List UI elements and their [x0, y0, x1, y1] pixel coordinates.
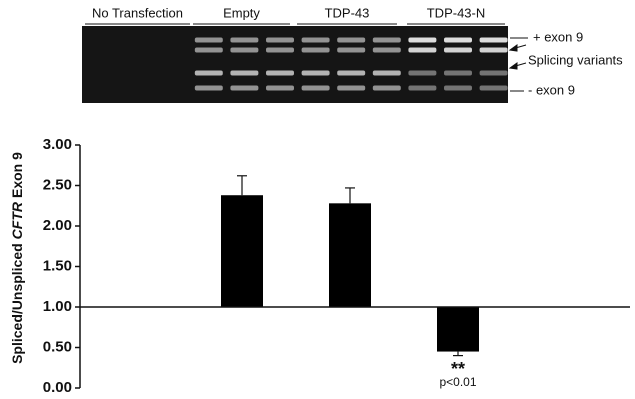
bar — [329, 203, 371, 307]
y-axis-label-part: Spliced/Unspliced — [9, 243, 25, 364]
gel-band — [195, 71, 223, 76]
gel-band — [266, 71, 294, 76]
y-axis-label: Spliced/Unspliced CFTR Exon 9 — [9, 152, 25, 364]
y-tick-label: 3.00 — [43, 136, 72, 153]
gel-band — [373, 71, 401, 76]
gel-band — [266, 38, 294, 43]
gel-band — [444, 71, 472, 76]
y-tick-label: 1.50 — [43, 257, 72, 274]
gel-band — [480, 38, 508, 43]
gel-band — [230, 86, 258, 91]
gel-band — [302, 86, 330, 91]
bar — [437, 307, 479, 352]
gel-arrows — [510, 38, 528, 91]
y-tick-label: 2.50 — [43, 176, 72, 193]
gel-band — [408, 71, 436, 76]
y-axis-label-part: Exon 9 — [9, 152, 25, 198]
gel-band — [444, 38, 472, 43]
lane-label: Empty — [223, 5, 260, 20]
gel-band — [373, 86, 401, 91]
gel-band — [195, 38, 223, 43]
bar — [221, 195, 263, 307]
y-tick-label: 0.50 — [43, 338, 72, 355]
gel-band — [230, 48, 258, 53]
arrowhead — [510, 45, 517, 51]
gel-band — [266, 86, 294, 91]
band-label: Splicing variants — [528, 52, 623, 67]
gel-band — [195, 86, 223, 91]
gel — [82, 26, 508, 103]
gel-band — [266, 48, 294, 53]
gel-band — [195, 48, 223, 53]
gel-band — [480, 48, 508, 53]
y-tick-label: 2.00 — [43, 217, 72, 234]
gel-band — [373, 38, 401, 43]
y-tick-label: 1.00 — [43, 298, 72, 315]
gel-band — [230, 71, 258, 76]
y-axis-label-part: CFTR — [9, 201, 25, 239]
gel-band — [337, 86, 365, 91]
gel-band — [373, 48, 401, 53]
gel-band — [408, 38, 436, 43]
gel-band — [337, 38, 365, 43]
y-tick-label: 0.00 — [43, 379, 72, 396]
gel-band — [408, 86, 436, 91]
gel-band — [302, 71, 330, 76]
band-label: - exon 9 — [528, 82, 575, 97]
figure: + exon 9 Splicing variants - exon 9 Spli… — [0, 0, 635, 399]
gel-band — [337, 48, 365, 53]
significance-text: p<0.01 — [439, 375, 476, 389]
gel-band — [480, 71, 508, 76]
gel-band — [480, 86, 508, 91]
gel-band — [302, 38, 330, 43]
arrowhead — [510, 63, 517, 69]
gel-band — [444, 48, 472, 53]
lane-label: TDP-43 — [325, 5, 370, 20]
gel-band — [230, 38, 258, 43]
gel-band — [444, 86, 472, 91]
gel-band — [302, 48, 330, 53]
lane-label: No Transfection — [92, 5, 183, 20]
gel-band — [408, 48, 436, 53]
lane-label: TDP-43-N — [427, 5, 486, 20]
gel-band — [337, 71, 365, 76]
band-label: + exon 9 — [533, 29, 583, 44]
